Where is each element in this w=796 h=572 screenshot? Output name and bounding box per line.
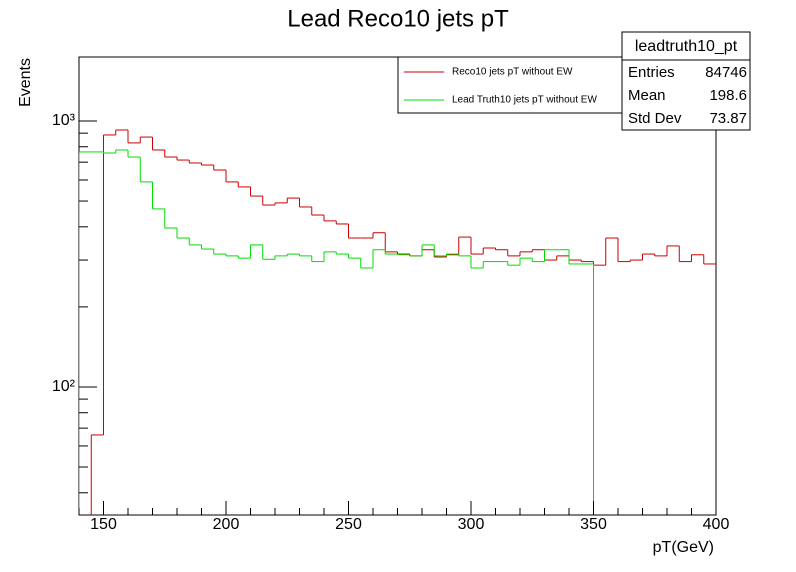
x-axis-label: pT(GeV) bbox=[653, 539, 714, 556]
stats-label: Std Dev bbox=[628, 110, 682, 127]
x-tick-label: 150 bbox=[90, 516, 117, 533]
x-tick-label: 300 bbox=[458, 516, 485, 533]
y-tick-label: 10³ bbox=[52, 112, 76, 129]
x-tick-label: 400 bbox=[703, 516, 730, 533]
stats-label: Entries bbox=[628, 64, 675, 81]
x-tick-label: 350 bbox=[580, 516, 607, 533]
x-tick-label: 250 bbox=[335, 516, 362, 533]
y-tick-label: 10² bbox=[52, 378, 76, 395]
stats-title: leadtruth10_pt bbox=[635, 38, 738, 55]
stats-label: Mean bbox=[628, 87, 666, 104]
y-axis-label: Events bbox=[17, 58, 34, 107]
legend-label: Reco10 jets pT without EW bbox=[452, 67, 573, 78]
legend bbox=[397, 56, 623, 114]
chart-title: Lead Reco10 jets pT bbox=[287, 5, 509, 32]
stats-value: 198.6 bbox=[709, 87, 747, 104]
stats-value: 73.87 bbox=[709, 110, 747, 127]
stats-value: 84746 bbox=[705, 64, 747, 81]
plot-area bbox=[79, 129, 716, 515]
x-tick-label: 200 bbox=[213, 516, 240, 533]
stats-box bbox=[621, 31, 751, 131]
legend-label: Lead Truth10 jets pT without EW bbox=[452, 95, 597, 106]
